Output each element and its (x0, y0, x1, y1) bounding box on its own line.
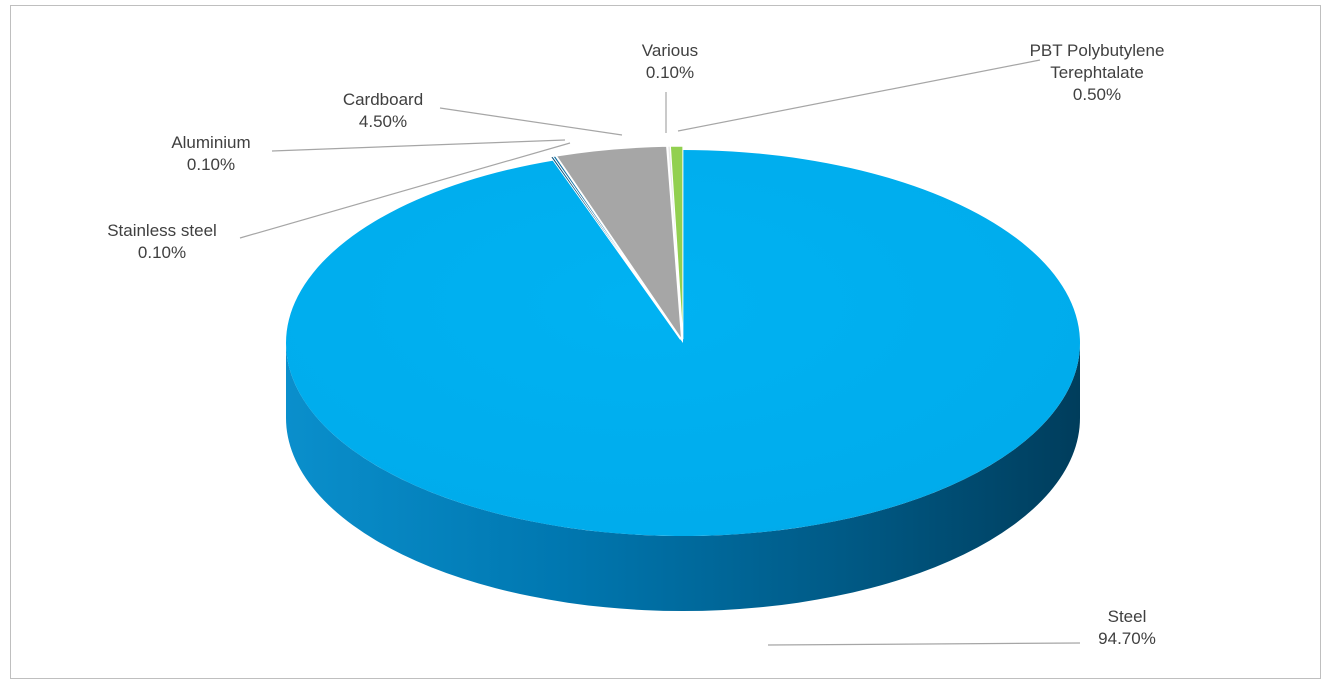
leader-line-aluminium (271, 139, 566, 152)
slice-steel-side (286, 343, 1080, 611)
slice-aluminium (552, 155, 681, 340)
slice-cardboard (555, 145, 683, 342)
leader-line-pbt (677, 59, 1041, 132)
data-label-various: Various 0.10% (642, 41, 698, 82)
data-label-cardboard: Cardboard 4.50% (343, 90, 423, 131)
data-label-stainless-steel: Stainless steel 0.10% (107, 221, 217, 262)
slice-steel (286, 150, 1080, 536)
data-label-steel: Steel 94.70% (1098, 607, 1156, 648)
leader-line-stainless-steel (239, 142, 571, 239)
slice-pbt (669, 145, 684, 340)
data-label-aluminium: Aluminium 0.10% (171, 133, 250, 174)
leader-line-cardboard (439, 107, 623, 136)
leader-line-steel (767, 642, 1081, 646)
data-label-pbt: PBT Polybutylene Terephtalate 0.50% (1030, 41, 1165, 104)
